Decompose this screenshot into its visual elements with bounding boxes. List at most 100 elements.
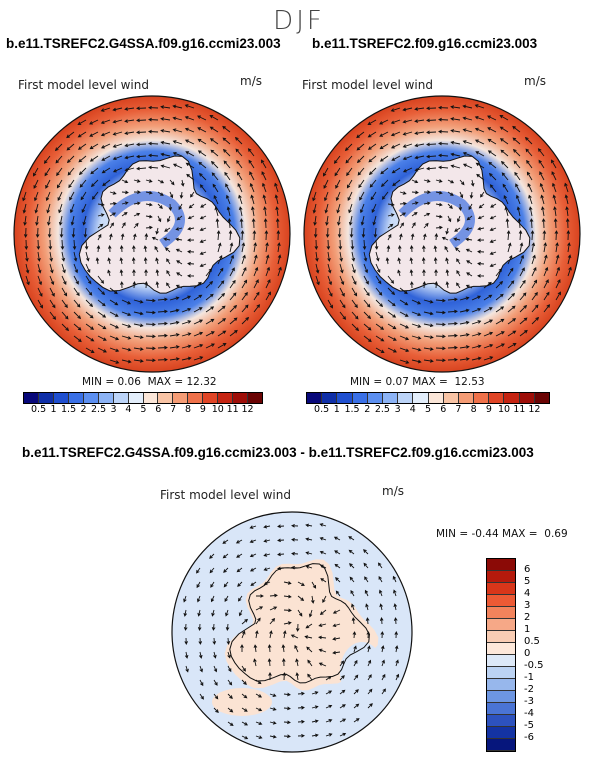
wind-arrow	[339, 275, 345, 286]
wind-arrow	[124, 155, 135, 160]
wind-arrow	[198, 161, 207, 169]
wind-arrow	[351, 263, 356, 274]
wind-arrow	[488, 172, 497, 181]
colorbar-tick-label: 0	[524, 648, 531, 659]
wind-arrow	[456, 269, 461, 277]
wind-arrow	[238, 206, 243, 217]
wind-arrow	[339, 732, 347, 737]
wind-arrow	[555, 266, 561, 277]
wind-arrow	[255, 617, 261, 625]
wind-arrow	[335, 191, 341, 202]
wind-arrow	[325, 719, 333, 723]
wind-arrow	[386, 245, 391, 253]
colorbar-swatch	[128, 393, 144, 403]
wind-arrow	[250, 194, 255, 205]
wind-arrow	[311, 581, 317, 589]
wind-arrow	[241, 304, 249, 313]
wind-arrow	[148, 153, 159, 158]
wind-arrow	[477, 274, 485, 278]
wind-arrow	[22, 191, 27, 202]
colorbar-tick-label: 4	[524, 588, 531, 599]
wind-arrow	[67, 167, 75, 176]
wind-arrow	[215, 218, 220, 229]
wind-arrow	[519, 304, 528, 313]
wind-arrow	[447, 203, 453, 209]
wind-arrow	[241, 679, 247, 685]
wind-arrow	[507, 267, 514, 277]
wind-arrow	[275, 218, 280, 229]
wind-arrow	[155, 227, 159, 235]
colorbar-tick-label: 8	[470, 404, 477, 415]
wind-arrow	[277, 552, 285, 557]
colorbar-tick-label: 10	[497, 404, 511, 415]
wind-arrow	[145, 225, 153, 230]
wind-arrow	[353, 674, 359, 681]
wind-arrow	[488, 161, 497, 169]
wind-arrow	[45, 191, 51, 202]
wind-arrow	[269, 707, 277, 711]
wind-arrow	[133, 299, 144, 304]
wind-arrow	[349, 576, 355, 583]
wind-arrow	[168, 203, 173, 211]
wind-arrow	[69, 203, 75, 214]
wind-arrow	[178, 203, 183, 211]
wind-arrow	[199, 215, 207, 220]
wind-arrow	[363, 549, 369, 555]
wind-arrow	[515, 194, 521, 205]
wind-arrow	[54, 143, 63, 152]
wind-arrow	[370, 191, 377, 201]
wind-arrow	[375, 263, 381, 274]
wind-arrow	[277, 524, 285, 529]
wind-arrow	[348, 203, 353, 214]
wind-arrow	[291, 551, 299, 556]
wind-arrow	[157, 215, 162, 223]
wind-arrow	[241, 618, 248, 625]
wind-arrow	[96, 245, 101, 253]
wind-arrow	[58, 215, 63, 226]
colorbar-swatches	[306, 392, 550, 404]
colorbar-tick-label: 6	[440, 404, 447, 415]
wind-arrow	[261, 171, 267, 181]
colorbar-tick-label: 0.5	[314, 404, 330, 415]
wind-arrow	[35, 227, 40, 238]
wind-arrow	[478, 203, 485, 209]
wind-arrow	[297, 691, 305, 696]
wind-arrow	[217, 330, 227, 337]
wind-arrow	[209, 567, 215, 574]
wind-arrow	[95, 257, 100, 265]
wind-arrow	[399, 347, 410, 353]
wind-arrow	[25, 251, 29, 262]
wind-arrow	[422, 269, 426, 277]
wind-arrow	[133, 311, 144, 316]
wind-arrow	[241, 254, 246, 265]
wind-arrow	[144, 233, 149, 241]
wind-arrow	[157, 357, 168, 362]
wind-arrow	[211, 172, 219, 181]
wind-arrow	[250, 581, 257, 587]
wind-arrow	[249, 182, 255, 193]
wind-arrow	[253, 254, 258, 265]
wind-arrow	[121, 190, 129, 195]
colorbar-tick-label: 1.5	[61, 404, 77, 415]
wind-arrow	[507, 292, 516, 301]
wind-arrow	[226, 637, 231, 645]
wind-difference-map	[171, 511, 413, 753]
colorbar-tick-label: -6	[524, 732, 534, 743]
wind-arrow	[61, 311, 69, 320]
wind-arrow	[227, 218, 232, 229]
wind-arrow	[351, 311, 359, 320]
colorbar-swatch	[487, 643, 515, 655]
colorbar-swatch	[188, 393, 204, 403]
wind-arrow	[466, 260, 473, 265]
wind-arrow	[553, 218, 558, 229]
wind-arrow	[78, 167, 87, 176]
wind-arrow	[304, 635, 313, 639]
wind-arrow	[390, 119, 401, 125]
wind-arrow	[209, 115, 219, 121]
wind-arrow	[345, 155, 353, 164]
colorbar-swatch	[233, 393, 249, 403]
wind-arrow	[339, 718, 347, 723]
wind-arrow	[290, 634, 299, 639]
wind-arrow	[315, 263, 320, 274]
wind-arrow	[157, 333, 168, 338]
